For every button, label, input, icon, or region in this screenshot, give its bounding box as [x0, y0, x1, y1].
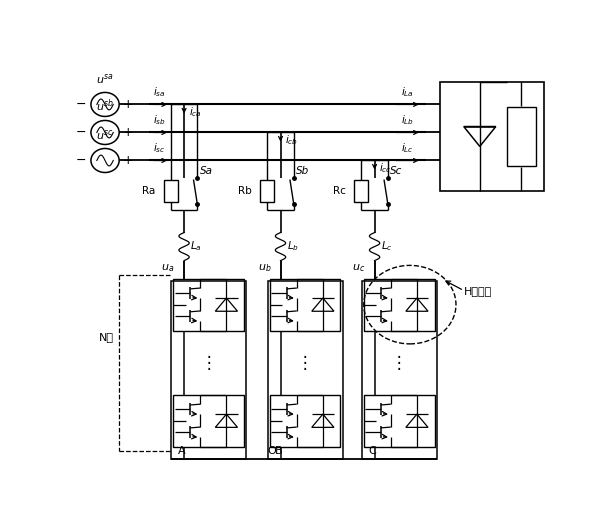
- Bar: [171, 281, 246, 459]
- Text: $L_c$: $L_c$: [381, 240, 392, 253]
- Text: +: +: [123, 98, 134, 111]
- Bar: [260, 179, 274, 202]
- Text: $L_b$: $L_b$: [287, 240, 299, 253]
- Bar: [364, 395, 435, 447]
- Text: C: C: [368, 446, 376, 456]
- Bar: [270, 279, 341, 331]
- Text: −: −: [76, 154, 86, 167]
- Text: $i_{sa}$: $i_{sa}$: [154, 85, 166, 99]
- Text: $u^{sa}$: $u^{sa}$: [96, 72, 114, 86]
- Text: O: O: [268, 446, 276, 456]
- Text: Sa: Sa: [200, 165, 212, 176]
- Text: $u^{sc}$: $u^{sc}$: [96, 128, 114, 142]
- Text: −: −: [76, 126, 86, 139]
- Text: Rc: Rc: [333, 186, 346, 196]
- Bar: [174, 279, 244, 331]
- Text: ⋮: ⋮: [391, 354, 408, 372]
- Text: Sb: Sb: [296, 165, 310, 176]
- Text: $i_{sc}$: $i_{sc}$: [154, 141, 166, 155]
- Text: ⋮: ⋮: [200, 354, 217, 372]
- Text: $i_{Lc}$: $i_{Lc}$: [401, 141, 414, 155]
- Text: Sc: Sc: [390, 165, 402, 176]
- Bar: [270, 395, 341, 447]
- Text: $i_{Lb}$: $i_{Lb}$: [401, 113, 414, 127]
- Text: +: +: [123, 126, 134, 139]
- Text: $i_{sb}$: $i_{sb}$: [153, 113, 166, 127]
- Text: N阶: N阶: [99, 332, 114, 342]
- Bar: [362, 281, 437, 459]
- Text: B: B: [274, 446, 282, 456]
- Text: $u_c$: $u_c$: [352, 262, 365, 274]
- Text: Ra: Ra: [142, 186, 155, 196]
- Text: +: +: [123, 154, 134, 167]
- Bar: [174, 395, 244, 447]
- Text: $i_{ca}$: $i_{ca}$: [189, 105, 202, 119]
- Text: H桥单元: H桥单元: [464, 285, 492, 296]
- Bar: [507, 107, 535, 166]
- Text: A: A: [178, 446, 186, 456]
- Text: $u_b$: $u_b$: [257, 262, 271, 274]
- Text: −: −: [76, 98, 86, 111]
- Bar: [441, 82, 544, 190]
- Text: ⋮: ⋮: [297, 354, 314, 372]
- Text: $i_{cb}$: $i_{cb}$: [285, 133, 298, 147]
- Text: $u^{sb}$: $u^{sb}$: [96, 98, 114, 114]
- Text: Rb: Rb: [238, 186, 252, 196]
- Text: $L_a$: $L_a$: [190, 240, 202, 253]
- Text: $i_{La}$: $i_{La}$: [401, 85, 414, 99]
- Bar: [268, 281, 343, 459]
- Text: $i_{cc}$: $i_{cc}$: [379, 161, 392, 175]
- Bar: [164, 179, 178, 202]
- Bar: [354, 179, 368, 202]
- Text: $u_a$: $u_a$: [161, 262, 175, 274]
- Bar: [364, 279, 435, 331]
